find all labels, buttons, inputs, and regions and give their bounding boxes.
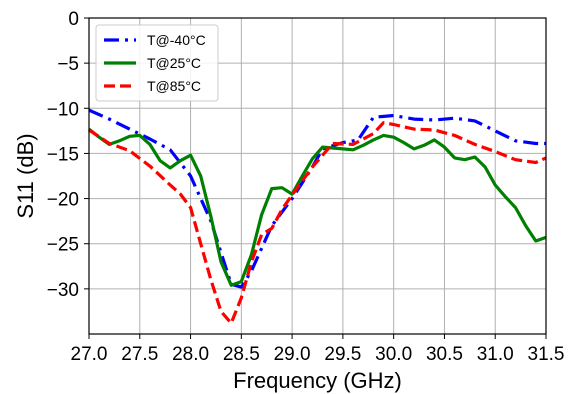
legend-label-t-85: T@85°C bbox=[147, 78, 201, 94]
y-tick-label: −20 bbox=[47, 190, 79, 211]
y-tick-label: 0 bbox=[68, 9, 79, 30]
legend-box bbox=[95, 24, 219, 102]
series-line-1 bbox=[88, 127, 547, 287]
x-tick-label: 27.5 bbox=[121, 344, 158, 365]
series-line-2 bbox=[88, 121, 547, 325]
y-tick-label: −10 bbox=[47, 99, 79, 120]
x-tick-label: 30.5 bbox=[426, 344, 463, 365]
y-tick-label: −25 bbox=[47, 235, 79, 256]
y-tick-label: −30 bbox=[47, 280, 79, 301]
y-tick-label: −15 bbox=[47, 144, 79, 165]
x-tick-label: 28.5 bbox=[223, 344, 260, 365]
legend: T@-40°C T@25°C T@85°C bbox=[95, 24, 219, 102]
y-axis-label: S11 (dB) bbox=[13, 133, 38, 218]
x-axis-label: Frequency (GHz) bbox=[233, 368, 402, 393]
legend-label-t-25: T@25°C bbox=[147, 55, 201, 71]
plot-area-frame bbox=[88, 17, 547, 335]
x-tick-label: 28.0 bbox=[172, 344, 209, 365]
x-tick-label: 27.0 bbox=[71, 344, 108, 365]
x-tick-label: 29.0 bbox=[274, 344, 311, 365]
legend-label-t-minus-40: T@-40°C bbox=[147, 32, 206, 48]
x-tick-label: 30.0 bbox=[375, 344, 412, 365]
x-tick-label: 31.0 bbox=[477, 344, 514, 365]
x-tick-label: 31.5 bbox=[528, 344, 565, 365]
y-tick-label: −5 bbox=[57, 54, 79, 75]
series-line-0 bbox=[88, 108, 546, 289]
axis-ticks: 27.0 27.5 28.0 28.5 29.0 29.5 30.0 30.5 31.0 31.5… bbox=[47, 9, 565, 365]
series-lines bbox=[88, 108, 547, 325]
x-tick-label: 29.5 bbox=[324, 344, 361, 365]
